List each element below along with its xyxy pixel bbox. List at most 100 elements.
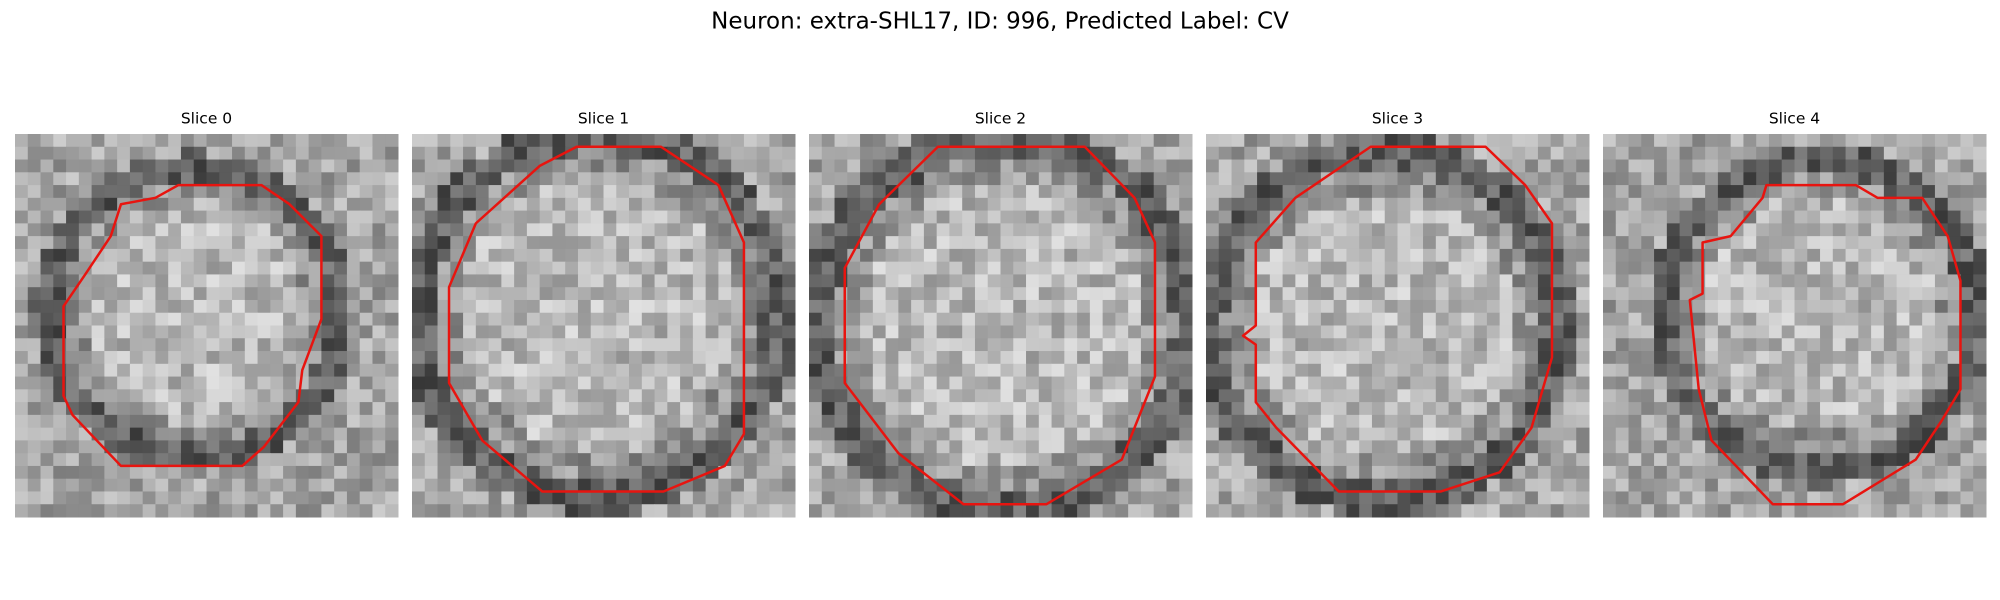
pixel (283, 427, 297, 441)
pixel (1359, 134, 1373, 148)
pixel (1550, 465, 1564, 480)
pixel (1768, 325, 1783, 339)
pixel (731, 325, 745, 339)
pixel (1794, 159, 1808, 173)
pixel (193, 223, 207, 237)
pixel (129, 363, 144, 378)
pixel (1563, 146, 1577, 161)
pixel (680, 491, 694, 505)
pixel (117, 312, 131, 326)
pixel (1115, 504, 1129, 518)
pixel (283, 389, 297, 403)
pixel (1461, 427, 1475, 441)
pixel (1922, 325, 1936, 339)
pixel (1654, 134, 1668, 148)
pixel (1922, 248, 1936, 263)
pixel (577, 210, 592, 224)
pixel (1140, 172, 1155, 186)
pixel (1077, 261, 1091, 275)
pixel (1871, 274, 1885, 288)
pixel (718, 465, 732, 480)
pixel (1692, 172, 1706, 186)
pixel (66, 491, 80, 505)
pixel (1960, 491, 1974, 505)
pixel (1333, 325, 1347, 339)
pixel (898, 134, 912, 148)
pixel (104, 172, 118, 186)
pixel (372, 491, 386, 505)
pixel (654, 185, 668, 199)
pixel (1973, 287, 1987, 301)
pixel (1576, 299, 1590, 314)
pixel (232, 134, 246, 148)
pixel (1371, 351, 1386, 365)
pixel (206, 210, 220, 224)
pixel (1206, 402, 1220, 416)
pixel (1756, 159, 1770, 173)
pixel (1909, 134, 1923, 148)
pixel (654, 312, 668, 326)
pixel (1499, 402, 1513, 416)
pixel (539, 402, 553, 416)
pixel (15, 261, 29, 275)
pixel (1807, 236, 1821, 250)
pixel (1641, 236, 1655, 250)
pixel (1206, 351, 1220, 365)
pixel (1512, 287, 1526, 301)
pixel (1077, 274, 1091, 288)
pixel (463, 248, 477, 263)
pixel (206, 453, 220, 467)
pixel (1717, 351, 1732, 365)
pixel (1448, 465, 1462, 480)
pixel (539, 287, 553, 301)
pixel (15, 159, 29, 173)
pixel (308, 287, 322, 301)
pixel (1153, 236, 1167, 250)
pixel (834, 236, 848, 250)
pixel (334, 172, 348, 186)
pixel (1089, 402, 1104, 416)
pixel (244, 210, 259, 224)
pixel (629, 351, 643, 365)
pixel (129, 223, 144, 237)
pixel (860, 185, 874, 199)
pixel (1896, 210, 1910, 224)
pixel (501, 312, 515, 326)
pixel (1603, 389, 1617, 403)
pixel (1346, 185, 1360, 199)
pixel (1717, 134, 1732, 148)
pixel (974, 440, 989, 454)
pixel (860, 312, 874, 326)
pixel (270, 185, 284, 199)
pixel (821, 440, 836, 454)
pixel (654, 504, 668, 518)
pixel (1832, 274, 1847, 288)
pixel (590, 414, 604, 429)
pixel (1603, 261, 1617, 275)
pixel (1218, 427, 1233, 441)
pixel (1781, 274, 1795, 288)
pixel (142, 223, 156, 237)
pixel (412, 440, 426, 454)
pixel (1179, 223, 1193, 237)
pixel (539, 491, 553, 505)
pixel (1461, 261, 1475, 275)
pixel (936, 299, 950, 314)
pixel (1499, 440, 1513, 454)
pixel (334, 504, 348, 518)
pixel (1244, 465, 1258, 480)
pixel (1717, 389, 1732, 403)
pixel (847, 504, 861, 518)
pixel (1628, 351, 1642, 365)
pixel (1934, 248, 1949, 263)
pixel (295, 197, 310, 212)
pixel (552, 287, 566, 301)
pixel (692, 223, 707, 237)
pixel (1628, 504, 1642, 518)
pixel (743, 465, 758, 480)
pixel (526, 440, 541, 454)
pixel (885, 414, 899, 429)
pixel (885, 325, 899, 339)
pixel (1461, 236, 1475, 250)
pixel (962, 299, 976, 314)
